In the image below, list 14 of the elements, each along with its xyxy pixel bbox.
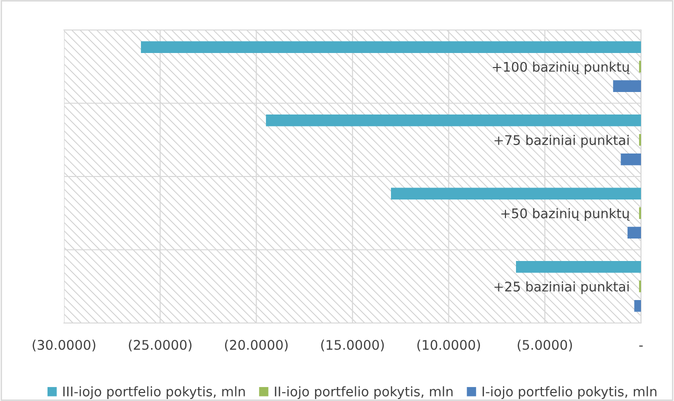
- x-tick-label: (20.0000): [225, 340, 288, 352]
- y-tick-label: +75 baziniai punktai: [494, 134, 629, 148]
- x-tick-label: (25.0000): [128, 340, 192, 352]
- x-tick-label: -: [639, 346, 643, 347]
- y-tick-label: +100 bazinių punktų: [492, 62, 630, 74]
- x-tick-label: (5.0000): [518, 340, 572, 352]
- legend-label: III-iojo portfelio pokytis, mln: [63, 386, 245, 400]
- x-tick-label: (10.0000): [417, 340, 480, 352]
- legend-label: II-iojo portfelio pokytis, mln: [274, 386, 453, 400]
- y-tick-label: +50 bazinių punktų: [501, 208, 630, 221]
- x-tick-label: (15.0000): [321, 340, 384, 352]
- x-tick-label: (30.0000): [32, 340, 96, 352]
- y-tick-label: +25 baziniai punktai: [494, 281, 629, 294]
- legend-label: I-iojo portfelio pokytis, mln: [482, 386, 656, 400]
